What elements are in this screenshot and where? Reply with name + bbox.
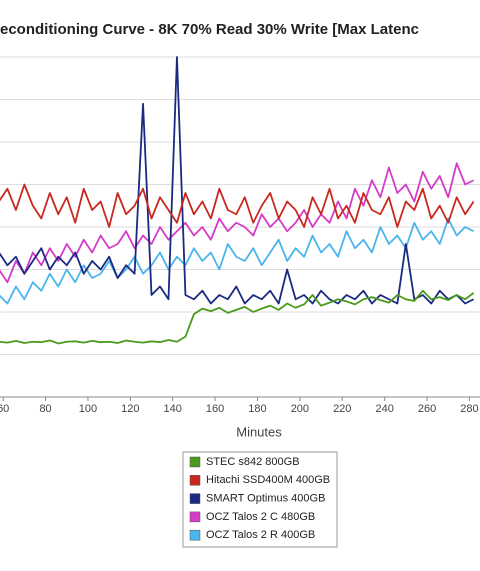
x-tick-label: 140 [164, 403, 182, 415]
x-axis-label: Minutes [236, 424, 282, 439]
x-tick-label: 240 [375, 403, 393, 415]
legend-box [182, 451, 338, 548]
series-line [0, 162, 475, 284]
legend-label: OCZ Talos 2 R 400GB [206, 529, 315, 541]
series-line [0, 217, 475, 305]
series-line [0, 183, 475, 228]
x-tick-label: 100 [79, 403, 97, 415]
x-tick-label: 60 [0, 403, 9, 415]
x-tick-label: 120 [121, 403, 139, 415]
chart-title: econditioning Curve - 8K 70% Read 30% Wr… [0, 21, 419, 38]
legend-label: STEC s842 800GB [206, 456, 300, 468]
legend-label: SMART Optimus 400GB [206, 493, 325, 505]
x-tick-label: 180 [248, 403, 266, 415]
legend-swatch [189, 529, 201, 541]
x-tick-label: 260 [418, 403, 436, 415]
plot-lines [0, 56, 475, 345]
legend-swatch [189, 475, 201, 486]
series-line [0, 56, 475, 305]
x-tick-label: 160 [206, 403, 224, 415]
x-tick-label: 200 [291, 403, 309, 415]
legend: STEC s842 800GB Hitachi SSD400M 400GB SMAR… [189, 456, 330, 541]
legend-label: Hitachi SSD400M 400GB [206, 474, 330, 486]
legend-swatch [189, 493, 201, 504]
legend-swatch [189, 511, 201, 523]
x-tick-label: 280 [460, 403, 478, 415]
x-tick-label: 80 [39, 403, 51, 415]
legend-label: OCZ Talos 2 C 480GB [206, 511, 315, 523]
x-tick-label: 220 [333, 403, 351, 415]
grid: 60 80 100 120 140 160 180 200 220 240 260 280 [0, 56, 480, 415]
series-line [0, 289, 475, 345]
legend-swatch [189, 456, 201, 468]
